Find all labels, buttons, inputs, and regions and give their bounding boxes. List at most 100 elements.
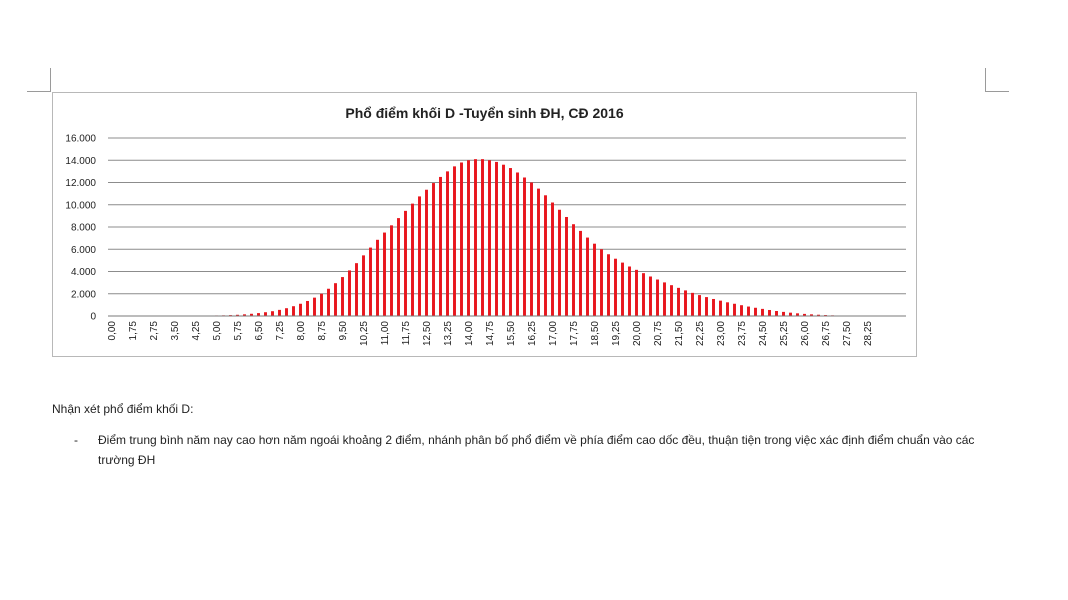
bar [306,300,309,316]
bar [271,311,274,316]
crop-mark-top-right-vertical [985,68,986,92]
bar [579,230,582,316]
bar [810,314,813,316]
bar [376,239,379,316]
bar [313,297,316,316]
x-tick-label: 20,00 [632,321,643,346]
bar [740,305,743,316]
x-tick-label: 22,25 [695,321,706,346]
x-tick-label: 15,50 [506,321,517,346]
x-tick-label: 13,25 [443,321,454,346]
bar [348,270,351,316]
x-tick-label: 14,00 [464,321,475,346]
bar [250,313,253,316]
bar [243,314,246,316]
y-tick-label: 14.000 [65,156,96,167]
x-tick-label: 26,00 [800,321,811,346]
x-tick-label: 26,75 [821,321,832,346]
bar [565,216,568,316]
x-tick-label: 0,00 [107,321,118,341]
bar [418,196,421,316]
notes-section: Nhận xét phổ điểm khối D: - Điểm trung b… [52,402,982,470]
notes-bullet: - Điểm trung bình năm nay cao hơn năm ng… [52,430,982,470]
bullet-text: Điểm trung bình năm nay cao hơn năm ngoá… [98,433,975,467]
bar [327,288,330,316]
x-tick-label: 6,50 [254,321,265,341]
x-tick-label: 17,00 [548,321,559,346]
notes-heading: Nhận xét phổ điểm khối D: [52,402,194,416]
y-tick-label: 4.000 [71,267,96,278]
x-tick-label: 24,50 [758,321,769,346]
x-tick-label: 17,75 [569,321,580,346]
x-tick-label: 5,00 [212,321,223,341]
bar [649,276,652,316]
bar [691,292,694,316]
y-tick-label: 10.000 [65,200,96,211]
y-tick-label: 2.000 [71,289,96,300]
x-tick-label: 28,25 [863,321,874,346]
bar [411,203,414,316]
bar [733,303,736,316]
bar [586,237,589,316]
y-tick-label: 0 [90,312,96,323]
bar [488,160,491,316]
bar [572,224,575,316]
bar [593,243,596,316]
bar [264,312,267,316]
chart-frame[interactable]: Phổ điểm khối D -Tuyển sinh ĐH, CĐ 2016 … [52,92,917,357]
bar [705,297,708,316]
x-tick-label: 1,75 [128,321,139,341]
bar [544,195,547,316]
x-tick-label: 12,50 [422,321,433,346]
bar [467,160,470,316]
x-tick-label: 11,75 [401,321,412,346]
bar [341,277,344,316]
bar [502,164,505,316]
crop-mark-top-left-horizontal [27,91,51,92]
x-tick-label: 23,00 [716,321,727,346]
bar [355,263,358,316]
bar [334,283,337,316]
bar [719,300,722,316]
bar [292,306,295,316]
bar [285,308,288,316]
x-tick-label: 7,25 [275,321,286,341]
bar [642,273,645,316]
bar [474,159,477,316]
y-tick-label: 12.000 [65,178,96,189]
bar [516,172,519,316]
x-tick-label: 8,00 [296,321,307,341]
x-tick-label: 21,50 [674,321,685,346]
x-tick-label: 18,50 [590,321,601,346]
x-tick-label: 2,75 [149,321,160,341]
bar [782,311,785,316]
x-tick-label: 19,25 [611,321,622,346]
bar [656,279,659,316]
bar [628,266,631,316]
x-tick-label: 4,25 [191,321,202,341]
bar [397,218,400,316]
bar [257,313,260,316]
x-tick-label: 3,50 [170,321,181,341]
bar [775,310,778,316]
bar [698,295,701,316]
bar [460,162,463,316]
bar [383,232,386,316]
bar [446,171,449,316]
bar [684,290,687,316]
x-tick-label: 25,25 [779,321,790,346]
bar [299,303,302,316]
bar [495,161,498,316]
x-tick-label: 20,75 [653,321,664,346]
bar [432,183,435,316]
bar [677,287,680,316]
bar [509,168,512,316]
chart-title: Phổ điểm khối D -Tuyển sinh ĐH, CĐ 2016 [345,105,624,121]
y-tick-label: 6.000 [71,245,96,256]
bar [754,307,757,316]
bar [663,282,666,316]
crop-mark-top-right-horizontal [985,91,1009,92]
bar [558,209,561,316]
bar [320,293,323,316]
x-tick-label: 11,00 [380,321,391,346]
